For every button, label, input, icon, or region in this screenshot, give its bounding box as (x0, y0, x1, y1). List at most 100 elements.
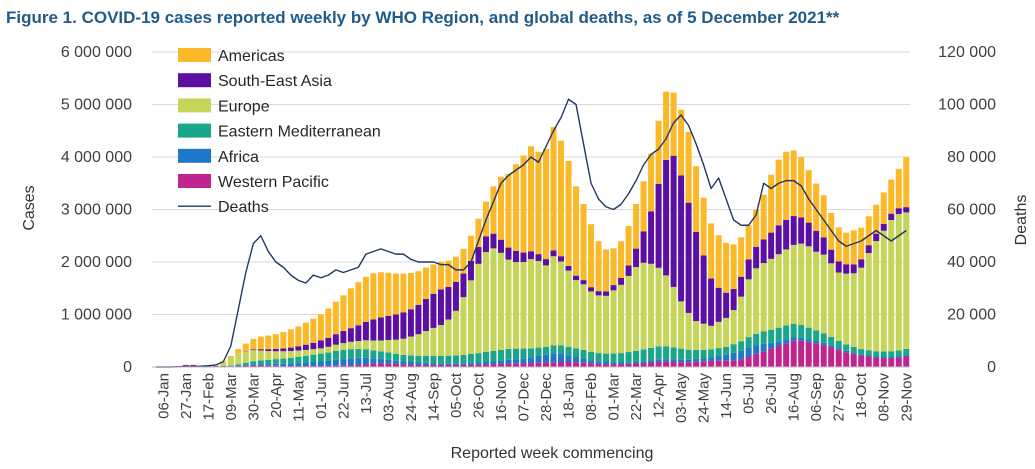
bar-europe (272, 351, 279, 360)
bar-africa (663, 359, 670, 362)
bar-americas (265, 335, 272, 350)
bar-eastern-mediterranean (437, 355, 444, 364)
bar-eastern-mediterranean (265, 359, 272, 365)
bar-western-pacific (828, 347, 835, 367)
bar-western-pacific (738, 359, 745, 367)
bar-americas (422, 267, 429, 300)
bar-americas (302, 322, 309, 345)
bar-western-pacific (715, 360, 722, 367)
bar-americas (738, 237, 745, 277)
bar-europe (618, 284, 625, 354)
bar-americas (708, 223, 715, 279)
bar-south-east-asia (828, 249, 835, 264)
bar-south-east-asia (625, 265, 632, 276)
bar-eastern-mediterranean (512, 348, 519, 360)
y-tick-label: 2 000 000 (61, 254, 132, 271)
bar-africa (452, 363, 459, 365)
bar-eastern-mediterranean (430, 355, 437, 364)
x-tick-label: 24-May (696, 373, 713, 424)
bar-americas (753, 210, 760, 247)
bar-americas (392, 273, 399, 315)
bar-south-east-asia (783, 220, 790, 250)
bar-eastern-mediterranean (670, 347, 677, 360)
bar-africa (768, 342, 775, 349)
bar-western-pacific (730, 360, 737, 367)
bar-americas (865, 216, 872, 246)
deaths-line-layer (155, 98, 907, 368)
bar-africa (895, 356, 902, 358)
legend-label: Americas (218, 48, 285, 65)
bar-africa (347, 358, 354, 366)
bar-africa (715, 355, 722, 361)
bar-africa (287, 363, 294, 366)
bar-europe (760, 263, 767, 332)
bar-africa (730, 352, 737, 361)
x-tick-label: 18-Jan (561, 373, 578, 419)
bar-south-east-asia (595, 291, 602, 296)
bar-europe (625, 275, 632, 353)
bar-south-east-asia (340, 331, 347, 344)
bar-europe (640, 262, 647, 350)
bar-south-east-asia (422, 299, 429, 332)
bar-europe (325, 346, 332, 353)
bar-europe (422, 331, 429, 356)
bar-south-east-asia (332, 334, 339, 345)
y2-axis-title: Deaths (1013, 195, 1030, 246)
bar-africa (648, 360, 655, 363)
x-tick-label: 06-Jan (155, 373, 172, 419)
bar-south-east-asia (775, 225, 782, 255)
bar-americas (242, 343, 249, 351)
bar-europe (467, 280, 474, 354)
bar-eastern-mediterranean (392, 353, 399, 361)
bar-western-pacific (332, 365, 339, 367)
bar-americas (550, 127, 557, 251)
legend-label: Deaths (218, 199, 269, 216)
bar-western-pacific (400, 364, 407, 367)
bar-americas (527, 146, 535, 252)
bar-americas (805, 170, 812, 223)
x-tick-label: 28-Dec (538, 373, 555, 422)
legend-swatch-americas (178, 48, 211, 62)
bar-eastern-mediterranean (332, 350, 339, 360)
bar-western-pacific (355, 364, 362, 367)
bar-south-east-asia (580, 280, 587, 285)
bar-americas (235, 349, 242, 354)
bar-western-pacific (460, 364, 467, 367)
bar-eastern-mediterranean (835, 340, 842, 349)
bar-eastern-mediterranean (640, 349, 647, 362)
bar-africa (460, 363, 467, 365)
bar-europe (595, 295, 602, 354)
y-tick-label: 4 000 000 (61, 149, 132, 166)
bar-western-pacific (678, 362, 685, 367)
bar-americas (437, 262, 444, 290)
bar-south-east-asia (903, 207, 910, 213)
bar-south-east-asia (325, 337, 332, 347)
bar-europe (610, 290, 617, 354)
bar-europe (543, 265, 550, 347)
x-tick-label: 18-Oct (853, 372, 870, 418)
bar-americas (588, 224, 595, 288)
bar-americas (377, 272, 384, 318)
bar-europe (588, 291, 595, 352)
bar-europe (798, 243, 805, 325)
bar-south-east-asia (452, 281, 459, 311)
bar-south-east-asia (798, 217, 805, 244)
bar-europe (603, 295, 610, 354)
bar-americas (565, 160, 572, 266)
bar-africa (520, 358, 527, 364)
bar-europe (685, 312, 692, 350)
bar-eastern-mediterranean (310, 354, 317, 363)
bar-eastern-mediterranean (325, 352, 332, 361)
bar-western-pacific (880, 358, 887, 367)
bar-western-pacific (295, 365, 302, 367)
bar-europe (287, 350, 294, 358)
bar-western-pacific (565, 362, 572, 367)
bar-europe (843, 273, 850, 345)
bar-americas (663, 91, 670, 160)
bar-americas (280, 332, 287, 349)
x-tick-label: 26-Oct (470, 372, 487, 418)
bar-africa (527, 357, 535, 364)
bar-south-east-asia (317, 340, 324, 349)
bar-western-pacific (850, 353, 857, 367)
bar-western-pacific (205, 365, 212, 367)
